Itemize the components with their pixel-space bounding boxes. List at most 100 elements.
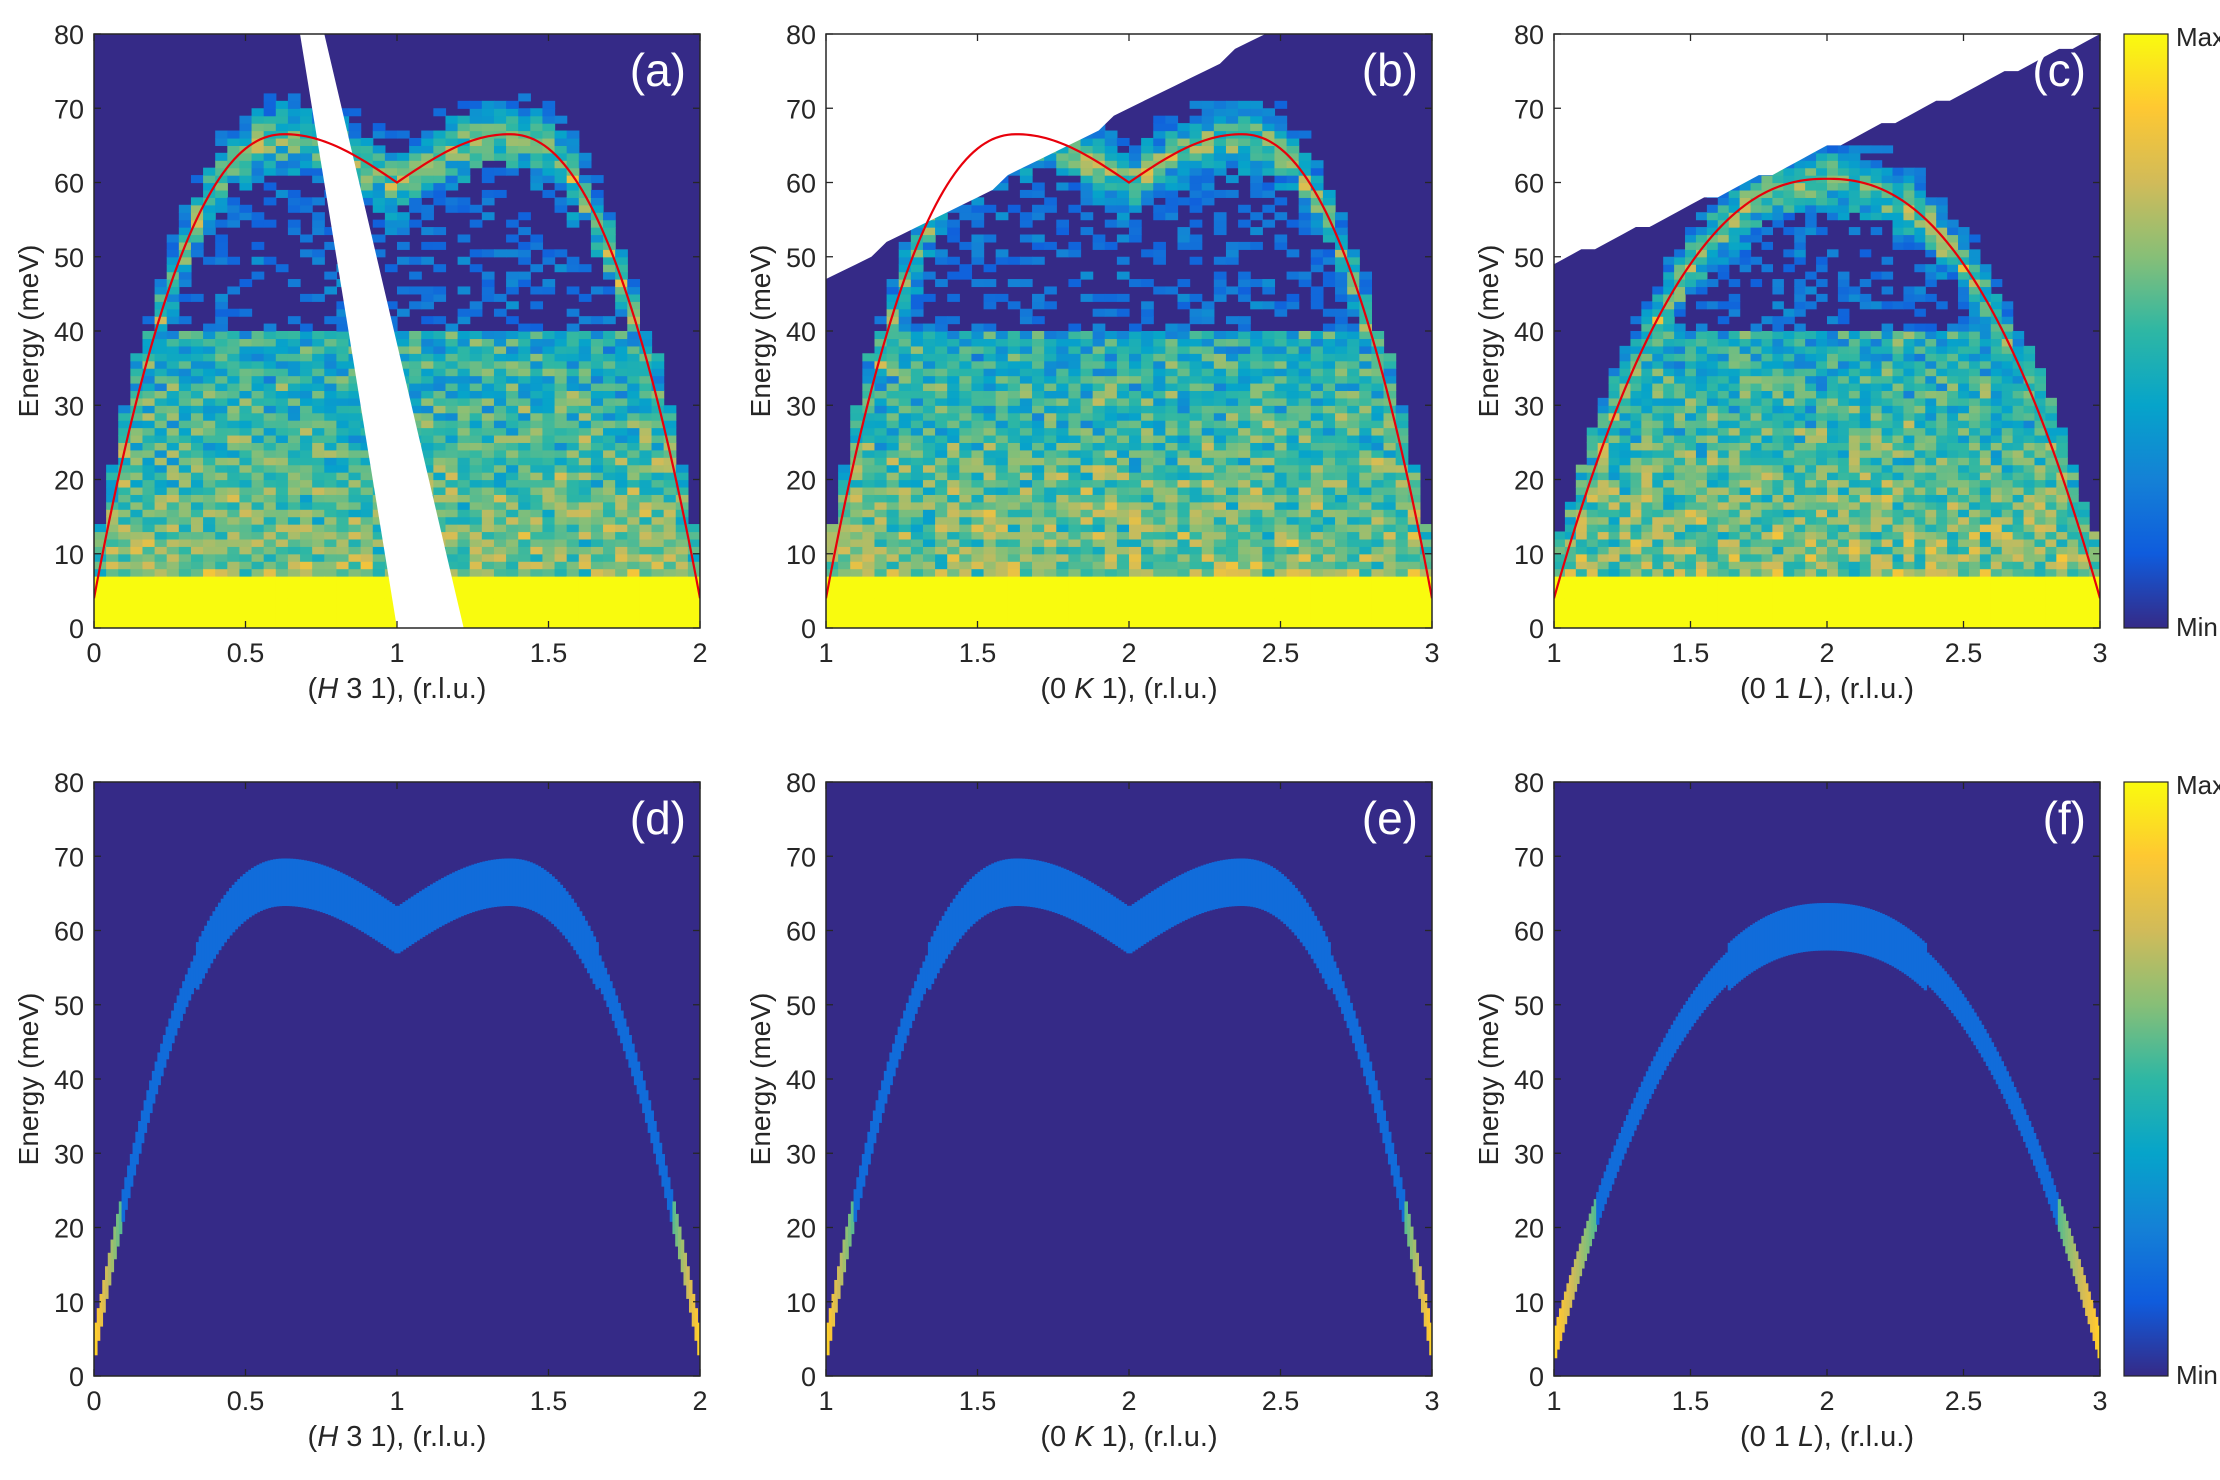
y-tick-label: 80 [786, 768, 816, 798]
y-tick-label: 40 [54, 317, 84, 347]
heatmap-background [1554, 782, 2100, 1376]
colorbars: Max Min Max Min [2123, 22, 2220, 1390]
y-tick-label: 50 [1514, 243, 1544, 273]
y-tick-label: 0 [69, 1362, 84, 1392]
x-tick-label: 0 [86, 1386, 101, 1416]
y-axis-label: Energy (meV) [1473, 993, 1504, 1166]
y-axis-label: Energy (meV) [1473, 245, 1504, 418]
y-tick-label: 70 [1514, 94, 1544, 124]
y-tick-label: 20 [786, 1214, 816, 1244]
y-tick-label: 40 [786, 317, 816, 347]
x-tick-label: 1.5 [1672, 1386, 1710, 1416]
heatmap-a [94, 34, 700, 628]
y-tick-label: 60 [1514, 169, 1544, 199]
y-tick-label: 70 [54, 842, 84, 872]
panel-label: (e) [1362, 792, 1418, 844]
x-axis-label: (H 3 1), (r.l.u.) [308, 1421, 487, 1453]
x-tick-label: 1.5 [1672, 638, 1710, 668]
y-tick-label: 80 [1514, 768, 1544, 798]
panel-label: (c) [2032, 44, 2086, 96]
panel-label: (d) [630, 792, 686, 844]
y-tick-label: 10 [786, 1288, 816, 1318]
colorbar-min-label: Min [2176, 1360, 2218, 1390]
x-axis-label: (0 1 L), (r.l.u.) [1740, 673, 1914, 705]
x-tick-label: 3 [2092, 1386, 2107, 1416]
y-tick-label: 70 [786, 94, 816, 124]
x-tick-label: 1 [1546, 1386, 1561, 1416]
y-tick-label: 0 [801, 1362, 816, 1392]
heatmap-e [826, 782, 1432, 1376]
no-data-region [826, 34, 1432, 279]
y-tick-label: 50 [54, 991, 84, 1021]
y-tick-label: 70 [786, 842, 816, 872]
x-tick-label: 2 [1819, 1386, 1834, 1416]
heatmap-background [826, 782, 1432, 1376]
y-tick-label: 50 [1514, 991, 1544, 1021]
x-tick-label: 1 [1546, 638, 1561, 668]
colorbar-gradient [2123, 33, 2169, 629]
y-tick-label: 10 [1514, 540, 1544, 570]
x-tick-label: 1.5 [959, 638, 997, 668]
x-tick-label: 3 [2092, 638, 2107, 668]
fit-curve [826, 133, 1432, 599]
x-tick-label: 2 [1121, 1386, 1136, 1416]
x-tick-label: 1 [818, 1386, 833, 1416]
fit-curve [1554, 177, 2100, 599]
y-tick-label: 30 [1514, 1139, 1544, 1169]
x-tick-label: 1.5 [530, 1386, 568, 1416]
colorbar-gradient [2123, 781, 2169, 1377]
colorbar-1: Max Min [2123, 22, 2220, 642]
heatmap-f [1554, 782, 2100, 1376]
x-tick-label: 2 [692, 1386, 707, 1416]
x-tick-label: 1.5 [530, 638, 568, 668]
y-tick-label: 20 [54, 1214, 84, 1244]
y-tick-label: 50 [786, 991, 816, 1021]
x-tick-label: 1 [818, 638, 833, 668]
x-axis-label: (H 3 1), (r.l.u.) [308, 673, 487, 705]
y-tick-label: 10 [54, 540, 84, 570]
fit-curve [94, 133, 700, 599]
x-tick-label: 2.5 [1262, 1386, 1300, 1416]
y-tick-label: 80 [54, 768, 84, 798]
y-axis-label: Energy (meV) [745, 993, 776, 1166]
x-tick-label: 1 [389, 638, 404, 668]
y-tick-label: 0 [801, 614, 816, 644]
x-tick-label: 2.5 [1945, 1386, 1983, 1416]
x-tick-label: 3 [1424, 1386, 1439, 1416]
y-tick-label: 50 [54, 243, 84, 273]
y-tick-label: 40 [1514, 317, 1544, 347]
y-tick-label: 30 [786, 391, 816, 421]
x-axis-label: (0 1 L), (r.l.u.) [1740, 1421, 1914, 1453]
x-tick-label: 3 [1424, 638, 1439, 668]
x-tick-label: 2 [692, 638, 707, 668]
x-tick-label: 0.5 [227, 1386, 265, 1416]
heatmap-b [826, 34, 1432, 628]
y-tick-label: 80 [1514, 20, 1544, 50]
colorbar-min-label: Min [2176, 612, 2218, 642]
y-axis-label: Energy (meV) [745, 245, 776, 418]
panel-label: (f) [2043, 792, 2086, 844]
y-tick-label: 60 [786, 917, 816, 947]
y-tick-label: 40 [54, 1065, 84, 1095]
y-axis-label: Energy (meV) [13, 245, 44, 418]
y-tick-label: 80 [786, 20, 816, 50]
y-tick-label: 0 [69, 614, 84, 644]
heatmap-c [1554, 34, 2100, 628]
y-tick-label: 20 [1514, 466, 1544, 496]
no-data-band [300, 34, 464, 628]
y-tick-label: 10 [54, 1288, 84, 1318]
y-tick-label: 50 [786, 243, 816, 273]
panel-label: (a) [630, 44, 686, 96]
x-axis-label: (0 K 1), (r.l.u.) [1040, 673, 1217, 705]
x-tick-label: 1.5 [959, 1386, 997, 1416]
y-tick-label: 80 [54, 20, 84, 50]
x-tick-label: 0.5 [227, 638, 265, 668]
panel-label: (b) [1362, 44, 1418, 96]
heatmap-background [94, 782, 700, 1376]
colorbar-max-label: Max [2176, 22, 2220, 52]
